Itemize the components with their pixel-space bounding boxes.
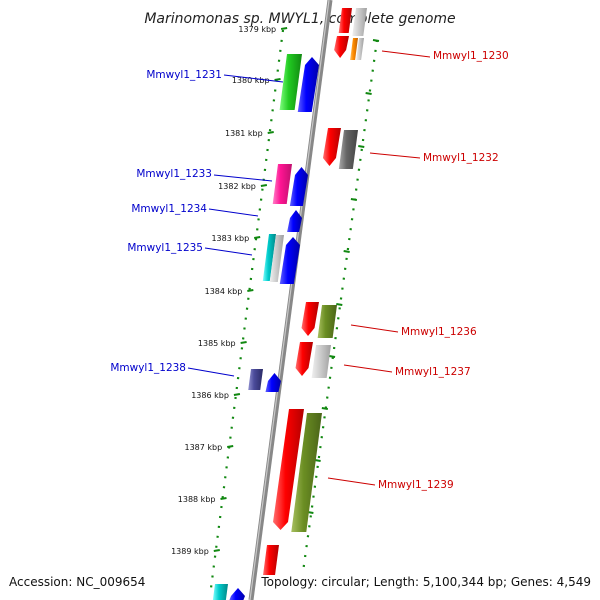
tick-layer: 1379 kbp 1380 kbp 1381 kbp 1382 kbp 1383 kbp… xyxy=(171,25,380,556)
gene-leader-line xyxy=(204,247,253,256)
map-title: Marinomonas sp. MWYL1, complete genome xyxy=(144,11,455,27)
tick-label: 1379 kbp xyxy=(238,25,276,34)
gene-label[interactable]: Mmwyl1_1233 xyxy=(136,168,212,180)
gene-label[interactable]: Mmwyl1_1230 xyxy=(433,50,509,62)
tick-label: 1385 kbp xyxy=(198,339,236,348)
gene-box xyxy=(248,369,263,390)
gene-box xyxy=(272,164,292,204)
tick-mark xyxy=(280,27,288,30)
gene-box xyxy=(269,235,284,282)
gene-label[interactable]: Mmwyl1_1235 xyxy=(127,242,203,254)
gene-arrow-mmwyl1-1230 xyxy=(334,36,349,58)
tick-mark xyxy=(343,250,350,253)
gene-label[interactable]: Mmwyl1_1231 xyxy=(146,69,222,81)
genome-backbone xyxy=(248,0,333,600)
tick-mark xyxy=(260,184,268,187)
tick-mark xyxy=(227,445,234,448)
tick-label: 1386 kbp xyxy=(191,391,229,400)
gene-box xyxy=(279,54,302,110)
tick-mark xyxy=(233,393,241,396)
gene-arrow-mmwyl1-1239 xyxy=(273,409,304,530)
gene-arrow-mmwyl1-1235 xyxy=(279,237,300,284)
tick-mark xyxy=(267,131,274,134)
gene-box xyxy=(311,345,331,378)
gene-label[interactable]: Mmwyl1_1232 xyxy=(423,152,499,164)
tick-mark xyxy=(321,407,329,410)
forward-track-border xyxy=(209,29,285,589)
gene-label[interactable]: Mmwyl1_1234 xyxy=(131,203,207,215)
gene-box xyxy=(229,588,245,600)
gene-label[interactable]: Mmwyl1_1239 xyxy=(378,479,454,491)
genome-backbone-highlight xyxy=(249,0,330,600)
gene-leader-line xyxy=(213,174,273,182)
gene-leader-line xyxy=(208,208,259,217)
tick-mark xyxy=(240,341,247,344)
tick-mark xyxy=(247,289,254,292)
topology-text: Topology: circular; Length: 5,100,344 bp… xyxy=(260,575,591,589)
gene-leader-line xyxy=(381,50,431,58)
gene-arrow-mmwyl1-1231 xyxy=(297,57,319,112)
tick-label: 1383 kbp xyxy=(211,234,249,243)
gene-box xyxy=(350,38,358,60)
tick-mark xyxy=(328,355,336,358)
gene-label[interactable]: Mmwyl1_1238 xyxy=(110,362,186,374)
tick-label: 1384 kbp xyxy=(205,287,243,296)
gene-leader-line xyxy=(327,477,376,486)
label-layer: Mmwyl1_1231 Mmwyl1_1233 Mmwyl1_1234 Mmwyl1_… xyxy=(110,50,508,491)
gene-arrow-mmwyl1-1233 xyxy=(289,167,308,206)
tick-label: 1389 kbp xyxy=(171,547,209,556)
tick-mark xyxy=(350,198,358,201)
gene-leader-line xyxy=(350,324,399,333)
tick-label: 1387 kbp xyxy=(185,443,223,452)
gene-box xyxy=(338,8,352,33)
gene-box xyxy=(356,38,364,60)
gene-box xyxy=(352,8,367,36)
gene-label[interactable]: Mmwyl1_1236 xyxy=(401,326,477,338)
gene-leader-line xyxy=(369,152,421,159)
gene-arrow-mmwyl1-1237 xyxy=(295,342,313,376)
gene-leader-line xyxy=(343,364,393,373)
gene-arrow-mmwyl1-1238 xyxy=(265,373,281,392)
tick-mark xyxy=(274,78,281,81)
gene-arrow-mmwyl1-1236 xyxy=(301,302,319,336)
gene-layer xyxy=(212,8,367,600)
tick-label: 1388 kbp xyxy=(178,495,216,504)
tick-mark xyxy=(358,145,365,148)
gene-arrow-mmwyl1-1234 xyxy=(287,210,302,232)
gene-arrow-mmwyl1-1232 xyxy=(322,128,341,166)
gene-box xyxy=(338,130,358,169)
tick-mark xyxy=(336,303,343,306)
gene-box xyxy=(317,305,337,338)
tick-label: 1381 kbp xyxy=(225,129,263,138)
tick-label: 1380 kbp xyxy=(232,76,270,85)
accession-text: Accession: NC_009654 xyxy=(9,575,145,589)
tick-mark xyxy=(372,39,380,42)
gene-leader-line xyxy=(187,367,235,377)
tick-mark xyxy=(213,549,220,552)
gene-box xyxy=(212,584,228,600)
gene-label[interactable]: Mmwyl1_1237 xyxy=(395,366,471,378)
gene-box xyxy=(291,413,322,532)
gene-box xyxy=(263,545,279,575)
tick-label: 1382 kbp xyxy=(218,182,256,191)
tick-mark xyxy=(254,236,261,239)
tick-mark xyxy=(365,92,372,95)
gene-box xyxy=(262,234,276,281)
tick-mark xyxy=(220,497,227,500)
gene-leader-line xyxy=(223,74,284,83)
